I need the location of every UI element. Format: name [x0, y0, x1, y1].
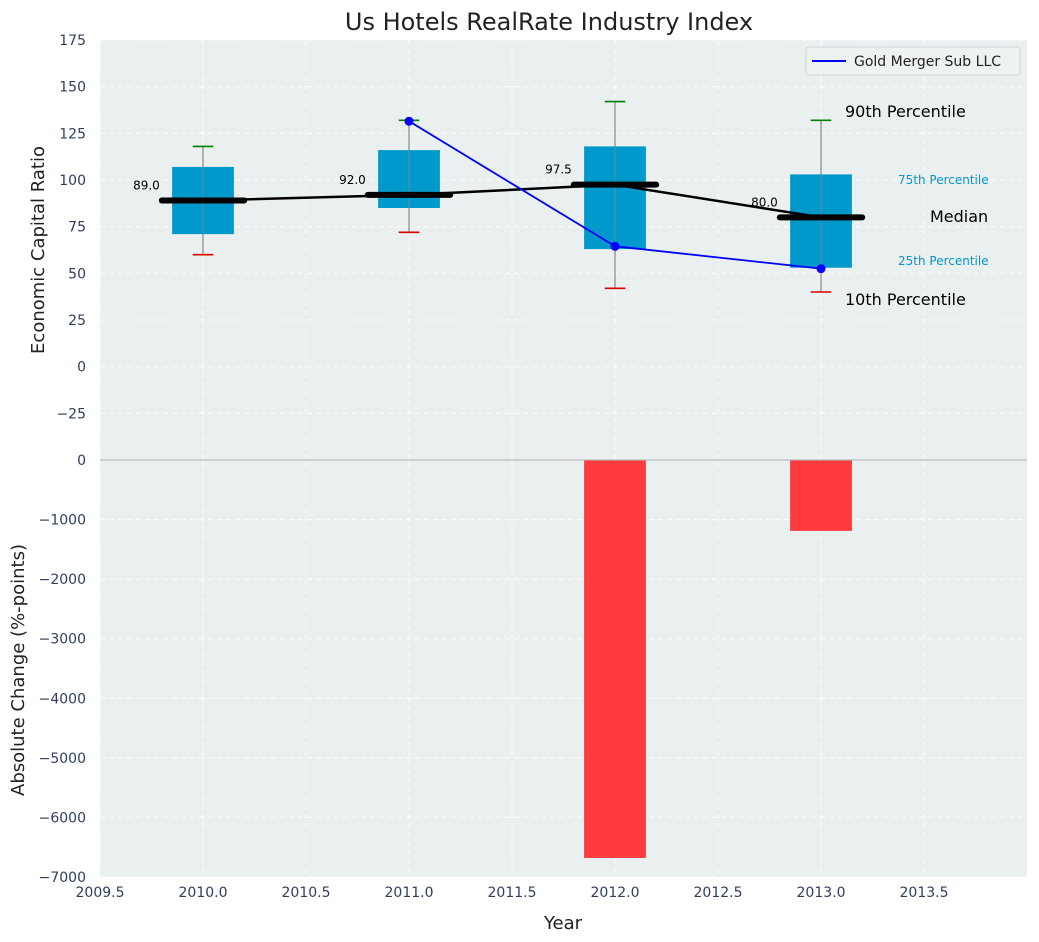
median-value-label: 97.5: [545, 163, 572, 177]
change-bar: [790, 460, 852, 531]
legend-box: [805, 46, 1021, 76]
bottom-y-tick-label: −5000: [39, 751, 86, 767]
annotation-90th-percentile: 90th Percentile: [845, 102, 966, 121]
legend: Gold Merger Sub LLC: [805, 46, 1021, 76]
annotation-10th-percentile: 10th Percentile: [845, 290, 966, 309]
top-y-tick-label: 125: [59, 126, 86, 142]
axes: 2009.5 2010.0 2010.5 2011.0 2011.5 2012.0 2012…: [39, 33, 1027, 901]
top-panel: 89.0 92.0 97.5 80.0: [133, 100, 866, 293]
median-value-label: 92.0: [339, 173, 366, 187]
x-tick-label: 2010.5: [282, 885, 331, 901]
annotation-75th-percentile: 75th Percentile: [898, 173, 989, 187]
bottom-plot-area: [100, 460, 1027, 877]
bottom-y-tick-label: −1000: [39, 513, 86, 529]
x-axis-label: Year: [543, 913, 583, 934]
bottom-panel: [584, 460, 852, 858]
top-y-tick-label: 25: [68, 313, 86, 329]
top-y-tick-label: 150: [59, 80, 86, 96]
bottom-y-tick-label: −6000: [39, 810, 86, 826]
bottom-y-tick-label: −3000: [39, 632, 86, 648]
annotation-median: Median: [930, 207, 988, 226]
bottom-y-tick-label: −4000: [39, 691, 86, 707]
legend-company-label: Gold Merger Sub LLC: [854, 54, 1001, 70]
x-tick-label: 2013.0: [797, 885, 846, 901]
median-value-label: 80.0: [751, 195, 778, 209]
annotation-25th-percentile: 25th Percentile: [898, 254, 989, 268]
median-value-label: 89.0: [133, 179, 160, 193]
chart-title: Us Hotels RealRate Industry Index: [345, 8, 753, 36]
bottom-y-tick-label: −7000: [39, 870, 86, 886]
top-plot-area: [100, 40, 1027, 460]
company-series-point: [816, 264, 826, 274]
top-y-axis-label: Economic Capital Ratio: [28, 146, 49, 354]
x-tick-label: 2011.5: [488, 885, 537, 901]
company-series-point: [404, 116, 414, 126]
bottom-y-tick-label: −2000: [39, 572, 86, 588]
x-tick-label: 2010.0: [179, 885, 228, 901]
top-y-tick-label: 50: [68, 266, 86, 282]
top-y-tick-label: 175: [59, 33, 86, 49]
median-trend-line: [202, 183, 822, 219]
bottom-y-axis-label: Absolute Change (%-points): [8, 544, 29, 796]
bottom-y-tick-label: 0: [77, 453, 86, 469]
company-series-point: [610, 241, 620, 251]
top-y-tick-label: 100: [59, 173, 86, 189]
x-tick-label: 2011.0: [385, 885, 434, 901]
top-y-tick-label: 75: [68, 220, 86, 236]
top-y-tick-label: −25: [56, 406, 86, 422]
x-tick-label: 2012.5: [694, 885, 743, 901]
change-bar: [584, 460, 646, 858]
x-tick-label: 2013.5: [900, 885, 949, 901]
top-y-tick-label: 0: [77, 360, 86, 376]
x-tick-label: 2012.0: [591, 885, 640, 901]
x-tick-label: 2009.5: [76, 885, 125, 901]
